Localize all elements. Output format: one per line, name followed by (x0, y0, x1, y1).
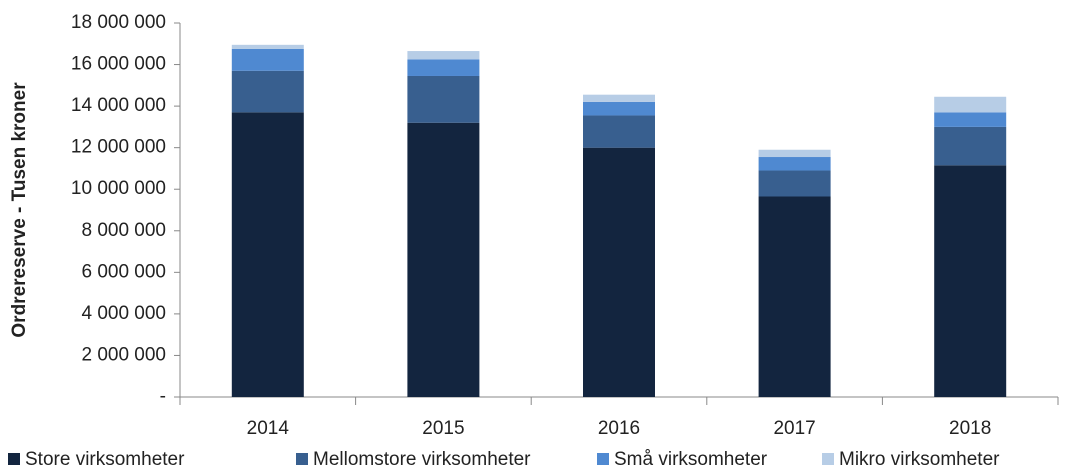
bar-segment (231, 112, 304, 397)
y-tick-label: 10 000 000 (71, 178, 166, 199)
bar-segment (407, 59, 480, 76)
bar-segment (583, 147, 655, 397)
legend-swatch (8, 453, 20, 465)
bar-segment (407, 122, 480, 397)
x-tick-label: 2015 (422, 418, 464, 439)
y-tick-label: 8 000 000 (81, 220, 166, 241)
bar-segment (583, 115, 655, 148)
y-tick-label: 12 000 000 (71, 137, 166, 158)
bar-segment (934, 165, 1007, 397)
y-tick-label: 18 000 000 (71, 12, 166, 33)
legend-label: Store virksomheter (25, 449, 185, 468)
legend-swatch (822, 453, 834, 465)
y-tick-label: 16 000 000 (71, 54, 166, 75)
bar-segment (407, 51, 480, 60)
bar-segment (934, 126, 1007, 166)
bar-segment (758, 196, 831, 397)
bar-segment (407, 75, 480, 123)
y-tick-label: 14 000 000 (71, 95, 166, 116)
bar-segment (583, 101, 655, 116)
x-tick-label: 2016 (598, 418, 640, 439)
y-axis-label: Ordrereserve - Tusen kroner (9, 82, 30, 338)
x-tick-label: 2017 (773, 418, 815, 439)
bar-segment (758, 157, 831, 171)
bar-segment (231, 48, 304, 71)
x-tick-label: 2014 (247, 418, 290, 439)
legend-label: Mellomstore virksomheter (313, 449, 531, 468)
legend-swatch (597, 453, 609, 465)
legend-swatch (296, 453, 308, 465)
y-tick-label: - (160, 386, 166, 407)
bar-segment (934, 96, 1007, 113)
bar-segment (231, 44, 304, 49)
legend-label: Små virksomheter (614, 449, 768, 468)
bar-segment (583, 94, 655, 102)
bar-segment (758, 149, 831, 158)
bar-segment (934, 112, 1007, 127)
y-tick-label: 6 000 000 (81, 261, 166, 282)
x-tick-label: 2018 (949, 418, 991, 439)
y-tick-label: 4 000 000 (81, 303, 166, 324)
y-tick-label: 2 000 000 (81, 344, 166, 365)
legend-label: Mikro virksomheter (839, 449, 1000, 468)
bar-segment (231, 70, 304, 113)
bar-segment (758, 170, 831, 197)
